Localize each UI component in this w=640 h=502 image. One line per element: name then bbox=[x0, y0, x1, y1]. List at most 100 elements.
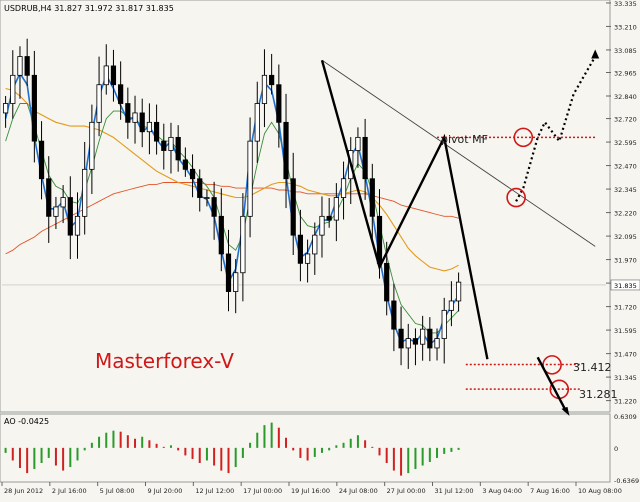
candle-body bbox=[2, 103, 9, 114]
candle-body bbox=[312, 234, 318, 255]
candle bbox=[412, 328, 419, 366]
candle-body bbox=[161, 140, 167, 151]
candle-body bbox=[261, 74, 268, 104]
candle bbox=[161, 123, 167, 170]
candle-body bbox=[276, 84, 282, 123]
ao-label: AO -0.0425 bbox=[4, 417, 49, 426]
candles bbox=[2, 38, 462, 369]
candle bbox=[283, 93, 289, 209]
x-tick-label: 17 Jul 00:00 bbox=[243, 487, 282, 495]
x-tick-label: 10 Aug 08:00 bbox=[578, 487, 622, 495]
candle bbox=[211, 181, 217, 240]
candle-body bbox=[168, 136, 174, 151]
candle bbox=[254, 81, 260, 163]
ma-long-line bbox=[5, 182, 459, 255]
candle-body bbox=[211, 197, 217, 217]
candle bbox=[10, 50, 16, 119]
candle bbox=[398, 306, 404, 366]
candle bbox=[441, 297, 447, 364]
candle bbox=[74, 192, 81, 259]
ma-fast-line bbox=[4, 71, 460, 346]
candle bbox=[139, 98, 145, 148]
y-tick-label: 31.470 bbox=[614, 351, 637, 359]
candle-body bbox=[103, 65, 109, 86]
x-tick-label: 12 Jul 12:00 bbox=[195, 487, 234, 495]
ao-y-tick-label: -0.6369 bbox=[614, 477, 639, 485]
candle-body bbox=[269, 74, 275, 86]
candle bbox=[290, 152, 296, 256]
candle bbox=[132, 95, 138, 144]
candle-body bbox=[412, 338, 419, 345]
x-axis: 28 Jun 2012 2 Jul 16:00 5 Jul 08:00 9 Jul 2… bbox=[1, 482, 622, 495]
candle bbox=[434, 328, 440, 361]
candle-body bbox=[24, 56, 30, 76]
candle-body bbox=[290, 178, 296, 236]
candle-body bbox=[340, 178, 347, 198]
price-panel-frame bbox=[0, 0, 611, 413]
candle bbox=[168, 122, 174, 174]
candle bbox=[96, 56, 102, 137]
x-tick-label: 31 Jul 12:00 bbox=[435, 487, 474, 495]
projection-path bbox=[515, 55, 597, 202]
candle bbox=[276, 64, 282, 148]
candle bbox=[103, 44, 109, 95]
candle-body bbox=[53, 206, 59, 217]
y-tick-label: 31.220 bbox=[614, 398, 637, 406]
candle-body bbox=[247, 140, 253, 217]
watermark-text: Masterforex-V bbox=[95, 349, 234, 373]
candle-body bbox=[10, 74, 16, 104]
symbol-header: USDRUB,H4 31.827 31.972 31.817 31.835 bbox=[4, 4, 174, 13]
candle-body bbox=[254, 103, 260, 142]
candle-body bbox=[283, 121, 289, 180]
support-level-1-label: 31.412 bbox=[573, 361, 612, 374]
candle bbox=[46, 156, 52, 243]
candle bbox=[304, 239, 311, 283]
candle-body bbox=[125, 103, 131, 123]
down-arrow-head bbox=[561, 406, 570, 416]
x-tick-label: 24 Jul 08:00 bbox=[339, 487, 378, 495]
candle-body bbox=[110, 65, 117, 86]
x-tick-label: 7 Aug 16:00 bbox=[530, 487, 570, 495]
candle-body bbox=[384, 262, 390, 302]
candle bbox=[146, 103, 153, 155]
x-tick-label: 2 Jul 16:00 bbox=[52, 487, 87, 495]
x-tick-label: 19 Jul 16:00 bbox=[291, 487, 330, 495]
target-circle bbox=[542, 355, 562, 375]
candle-body bbox=[376, 215, 383, 264]
candle bbox=[225, 229, 232, 312]
candle-body bbox=[146, 121, 153, 133]
y-tick-label: 31.345 bbox=[614, 374, 637, 382]
candle bbox=[17, 46, 23, 99]
candle-body bbox=[240, 215, 246, 274]
candle bbox=[448, 281, 455, 327]
candle bbox=[333, 183, 339, 242]
support-level-2-label: 31.281 bbox=[579, 388, 618, 401]
candle bbox=[60, 185, 66, 224]
ma-slow-line bbox=[5, 87, 459, 272]
y-tick-label: 32.095 bbox=[614, 233, 637, 241]
x-tick-label: 5 Jul 08:00 bbox=[100, 487, 135, 495]
candle-body bbox=[319, 215, 325, 236]
candle-body bbox=[441, 309, 447, 339]
y-tick-label: 32.470 bbox=[614, 163, 637, 171]
y-axis: 33.335 33.210 33.085 32.965 32.840 32.720 32.5… bbox=[606, 0, 640, 485]
candle bbox=[38, 121, 45, 200]
candle-body bbox=[175, 136, 181, 161]
candle-body bbox=[204, 197, 210, 199]
candle-body bbox=[74, 215, 81, 236]
x-tick-label: 27 Jul 00:00 bbox=[387, 487, 426, 495]
candle bbox=[420, 315, 426, 361]
candle-body bbox=[153, 121, 160, 142]
candle-body bbox=[434, 338, 440, 349]
ao-panel-frame bbox=[0, 413, 611, 483]
candle-body bbox=[118, 84, 124, 104]
y-tick-label: 33.335 bbox=[614, 0, 637, 8]
candle bbox=[340, 161, 347, 220]
candle-body bbox=[427, 328, 433, 349]
candle-body bbox=[132, 112, 138, 123]
y-tick-label: 32.720 bbox=[614, 116, 637, 124]
y-tick-label: 32.965 bbox=[614, 70, 637, 78]
candle bbox=[2, 96, 9, 128]
